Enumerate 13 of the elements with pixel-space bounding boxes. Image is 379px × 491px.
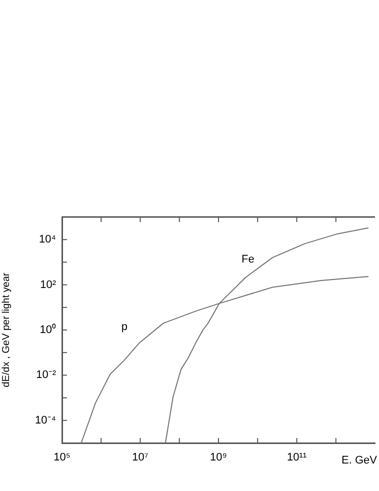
x-tick-label: 10¹¹ — [286, 452, 307, 464]
y-tick-label: 10⁻⁴ — [35, 414, 56, 426]
x-tick-label: 10⁹ — [210, 452, 227, 464]
y-tick-label: 10⁴ — [39, 234, 56, 246]
y-tick-label: 10⁻² — [36, 369, 56, 382]
y-tick-label: 10⁰ — [40, 323, 56, 336]
x-tick-label: 10⁷ — [132, 452, 148, 464]
x-axis-title: E. GeV — [342, 454, 378, 467]
y-tick-label: 10² — [40, 278, 56, 291]
y-axis-title: dE/dx , GeV per light year — [0, 272, 12, 388]
x-tick-label: 10⁵ — [54, 452, 70, 464]
series-label: p — [121, 320, 128, 333]
series-label: Fe — [242, 254, 254, 266]
